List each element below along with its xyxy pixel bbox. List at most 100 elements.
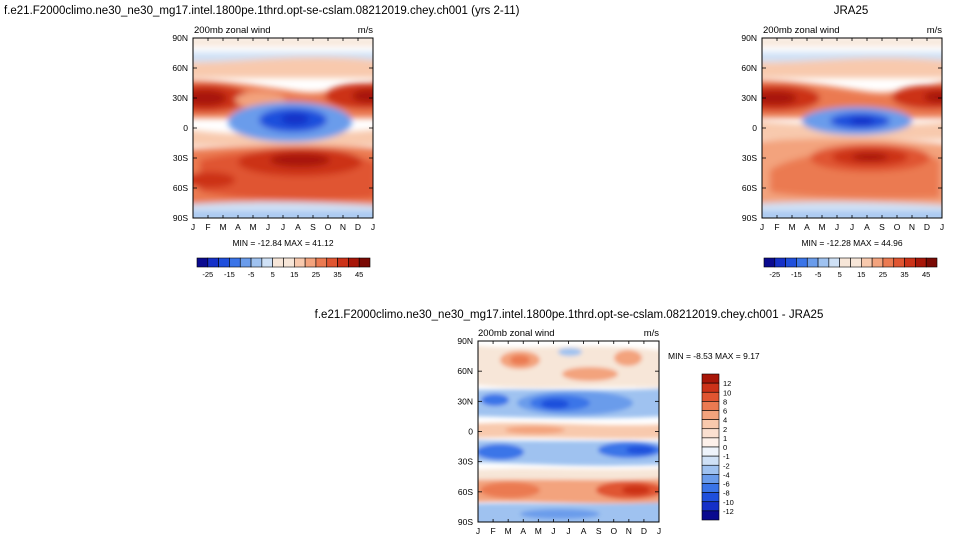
diff-y-tick-label: 30S [458, 457, 473, 467]
diff-colorbar-box [701, 419, 720, 430]
diff-stats: MIN = -8.53 MAX = 9.17 [668, 351, 760, 361]
model-colorbar: -25 -15 -5 5 15 25 35 45 [196, 257, 371, 279]
model-nh-jet-east-core [352, 89, 373, 103]
diff-colorbar-box [701, 510, 720, 521]
diff-colorbar-box [701, 501, 720, 512]
diff-colorbar-box [701, 401, 720, 411]
diff-x-tick-label: O [610, 526, 617, 536]
diff-colorbar-box [701, 446, 720, 457]
model-colorbar-label: -25 [202, 270, 213, 279]
diff-colorbar-label: -2 [723, 461, 730, 470]
obs-colorbar-label: -15 [791, 270, 802, 279]
diff-variable-label: 200mb zonal wind [478, 328, 555, 339]
model-band-90n [193, 38, 373, 46]
obs-colorbar-box [915, 257, 927, 268]
model-x-tick-label: M [249, 222, 256, 232]
model-colorbar-box [348, 257, 360, 268]
model-colorbar-label: 5 [271, 270, 275, 279]
model-colorbar-box [218, 257, 230, 268]
obs-colorbar-box [893, 257, 905, 268]
model-variable-label: 200mb zonal wind [194, 25, 271, 36]
diff-x-tick-label: M [535, 526, 542, 536]
obs-colorbar-box [882, 257, 895, 268]
model-x-tick-label: S [310, 222, 316, 232]
obs-plot-area [762, 38, 942, 218]
model-colorbar-box [337, 257, 349, 268]
diff-band-40s [478, 468, 659, 481]
model-x-tick-label: J [266, 222, 270, 232]
obs-variable-label: 200mb zonal wind [763, 25, 840, 36]
diff-colorbar-label: -8 [723, 489, 730, 498]
obs-x-tick-label: O [894, 222, 901, 232]
diff-band-eq [478, 422, 659, 439]
diff-colorbar-label: 2 [723, 425, 727, 434]
model-x-tick-label: N [340, 222, 346, 232]
model-colorbar-label: -15 [224, 270, 235, 279]
diff-colorbar-label: -4 [723, 470, 730, 479]
model-x-tick-label: J [281, 222, 285, 232]
model-colorbar-box [315, 257, 328, 268]
diff-eq-pos [505, 426, 565, 434]
diff-colorbar-label: 0 [723, 443, 727, 452]
obs-x-tick-label: A [804, 222, 810, 232]
model-colorbar-box [250, 257, 263, 268]
model-colorbar-box [294, 257, 306, 268]
model-band-55n [193, 57, 373, 78]
diff-colorbar-box [701, 382, 720, 393]
obs-x-tick-label: J [760, 222, 764, 232]
model-y-tick-label: 0 [183, 123, 188, 133]
diff-colorbar-box [701, 455, 720, 466]
obs-x-tick-label: F [774, 222, 779, 232]
model-stats: MIN = -12.84 MAX = 41.12 [232, 238, 333, 248]
diff-x-tick-label: M [505, 526, 512, 536]
obs-nh-jet-east-core [924, 91, 942, 103]
diff-colorbar-label: 8 [723, 397, 727, 406]
model-colorbar-box [326, 257, 338, 268]
obs-x-tick-label: M [818, 222, 825, 232]
model-colorbar-box [272, 257, 284, 268]
obs-colorbar-box [861, 257, 873, 268]
diff-colorbar-box [701, 492, 720, 503]
diff-colorbar-box [701, 464, 720, 475]
obs-colorbar-box [850, 257, 862, 268]
obs-colorbar-box [871, 257, 884, 268]
model-y-tick-label: 60N [172, 63, 188, 73]
model-colorbar-box [239, 257, 252, 268]
diff-sh-pos-core [622, 485, 650, 495]
diff-y-tick-label: 90S [458, 517, 473, 527]
model-title: f.e21.F2000climo.ne30_ne30_mg17.intel.18… [4, 5, 520, 17]
obs-colorbar-box [785, 257, 797, 268]
obs-colorbar-box [925, 257, 938, 268]
diff-y-tick-label: 0 [468, 427, 473, 437]
model-colorbar-box [283, 257, 295, 268]
diff-sh-neg-south [520, 509, 600, 519]
diff-colorbar-label: -1 [723, 452, 730, 461]
diff-nh-neg-small [558, 348, 582, 356]
diff-y-tick-label: 30N [457, 396, 473, 406]
obs-x-tick-label: J [850, 222, 854, 232]
model-colorbar-box [229, 257, 241, 268]
diff-x-tick-label: J [566, 526, 570, 536]
obs-colorbar-box [904, 257, 916, 268]
model-colorbar-label: 45 [355, 270, 363, 279]
diff-nh-neg-core [541, 399, 569, 409]
model-units-label: m/s [358, 25, 374, 36]
diff-colorbar-box [701, 483, 720, 493]
model-x-tick-label: A [295, 222, 301, 232]
model-x-tick-label: D [355, 222, 361, 232]
obs-colorbar-label: 45 [922, 270, 930, 279]
obs-y-tick-label: 90S [742, 213, 757, 223]
obs-x-tick-label: N [909, 222, 915, 232]
obs-panel: JRA25 200mb zonal wind m/s [741, 5, 944, 279]
obs-colorbar-box [817, 257, 830, 268]
model-x-tick-label: F [205, 222, 210, 232]
diff-colorbar-label: -10 [723, 498, 734, 507]
diff-x-tick-label: F [490, 526, 495, 536]
diff-colorbar-box [701, 428, 720, 439]
obs-colorbar-box [839, 257, 851, 268]
model-x-tick-label: O [325, 222, 332, 232]
model-colorbar-box [196, 257, 209, 268]
